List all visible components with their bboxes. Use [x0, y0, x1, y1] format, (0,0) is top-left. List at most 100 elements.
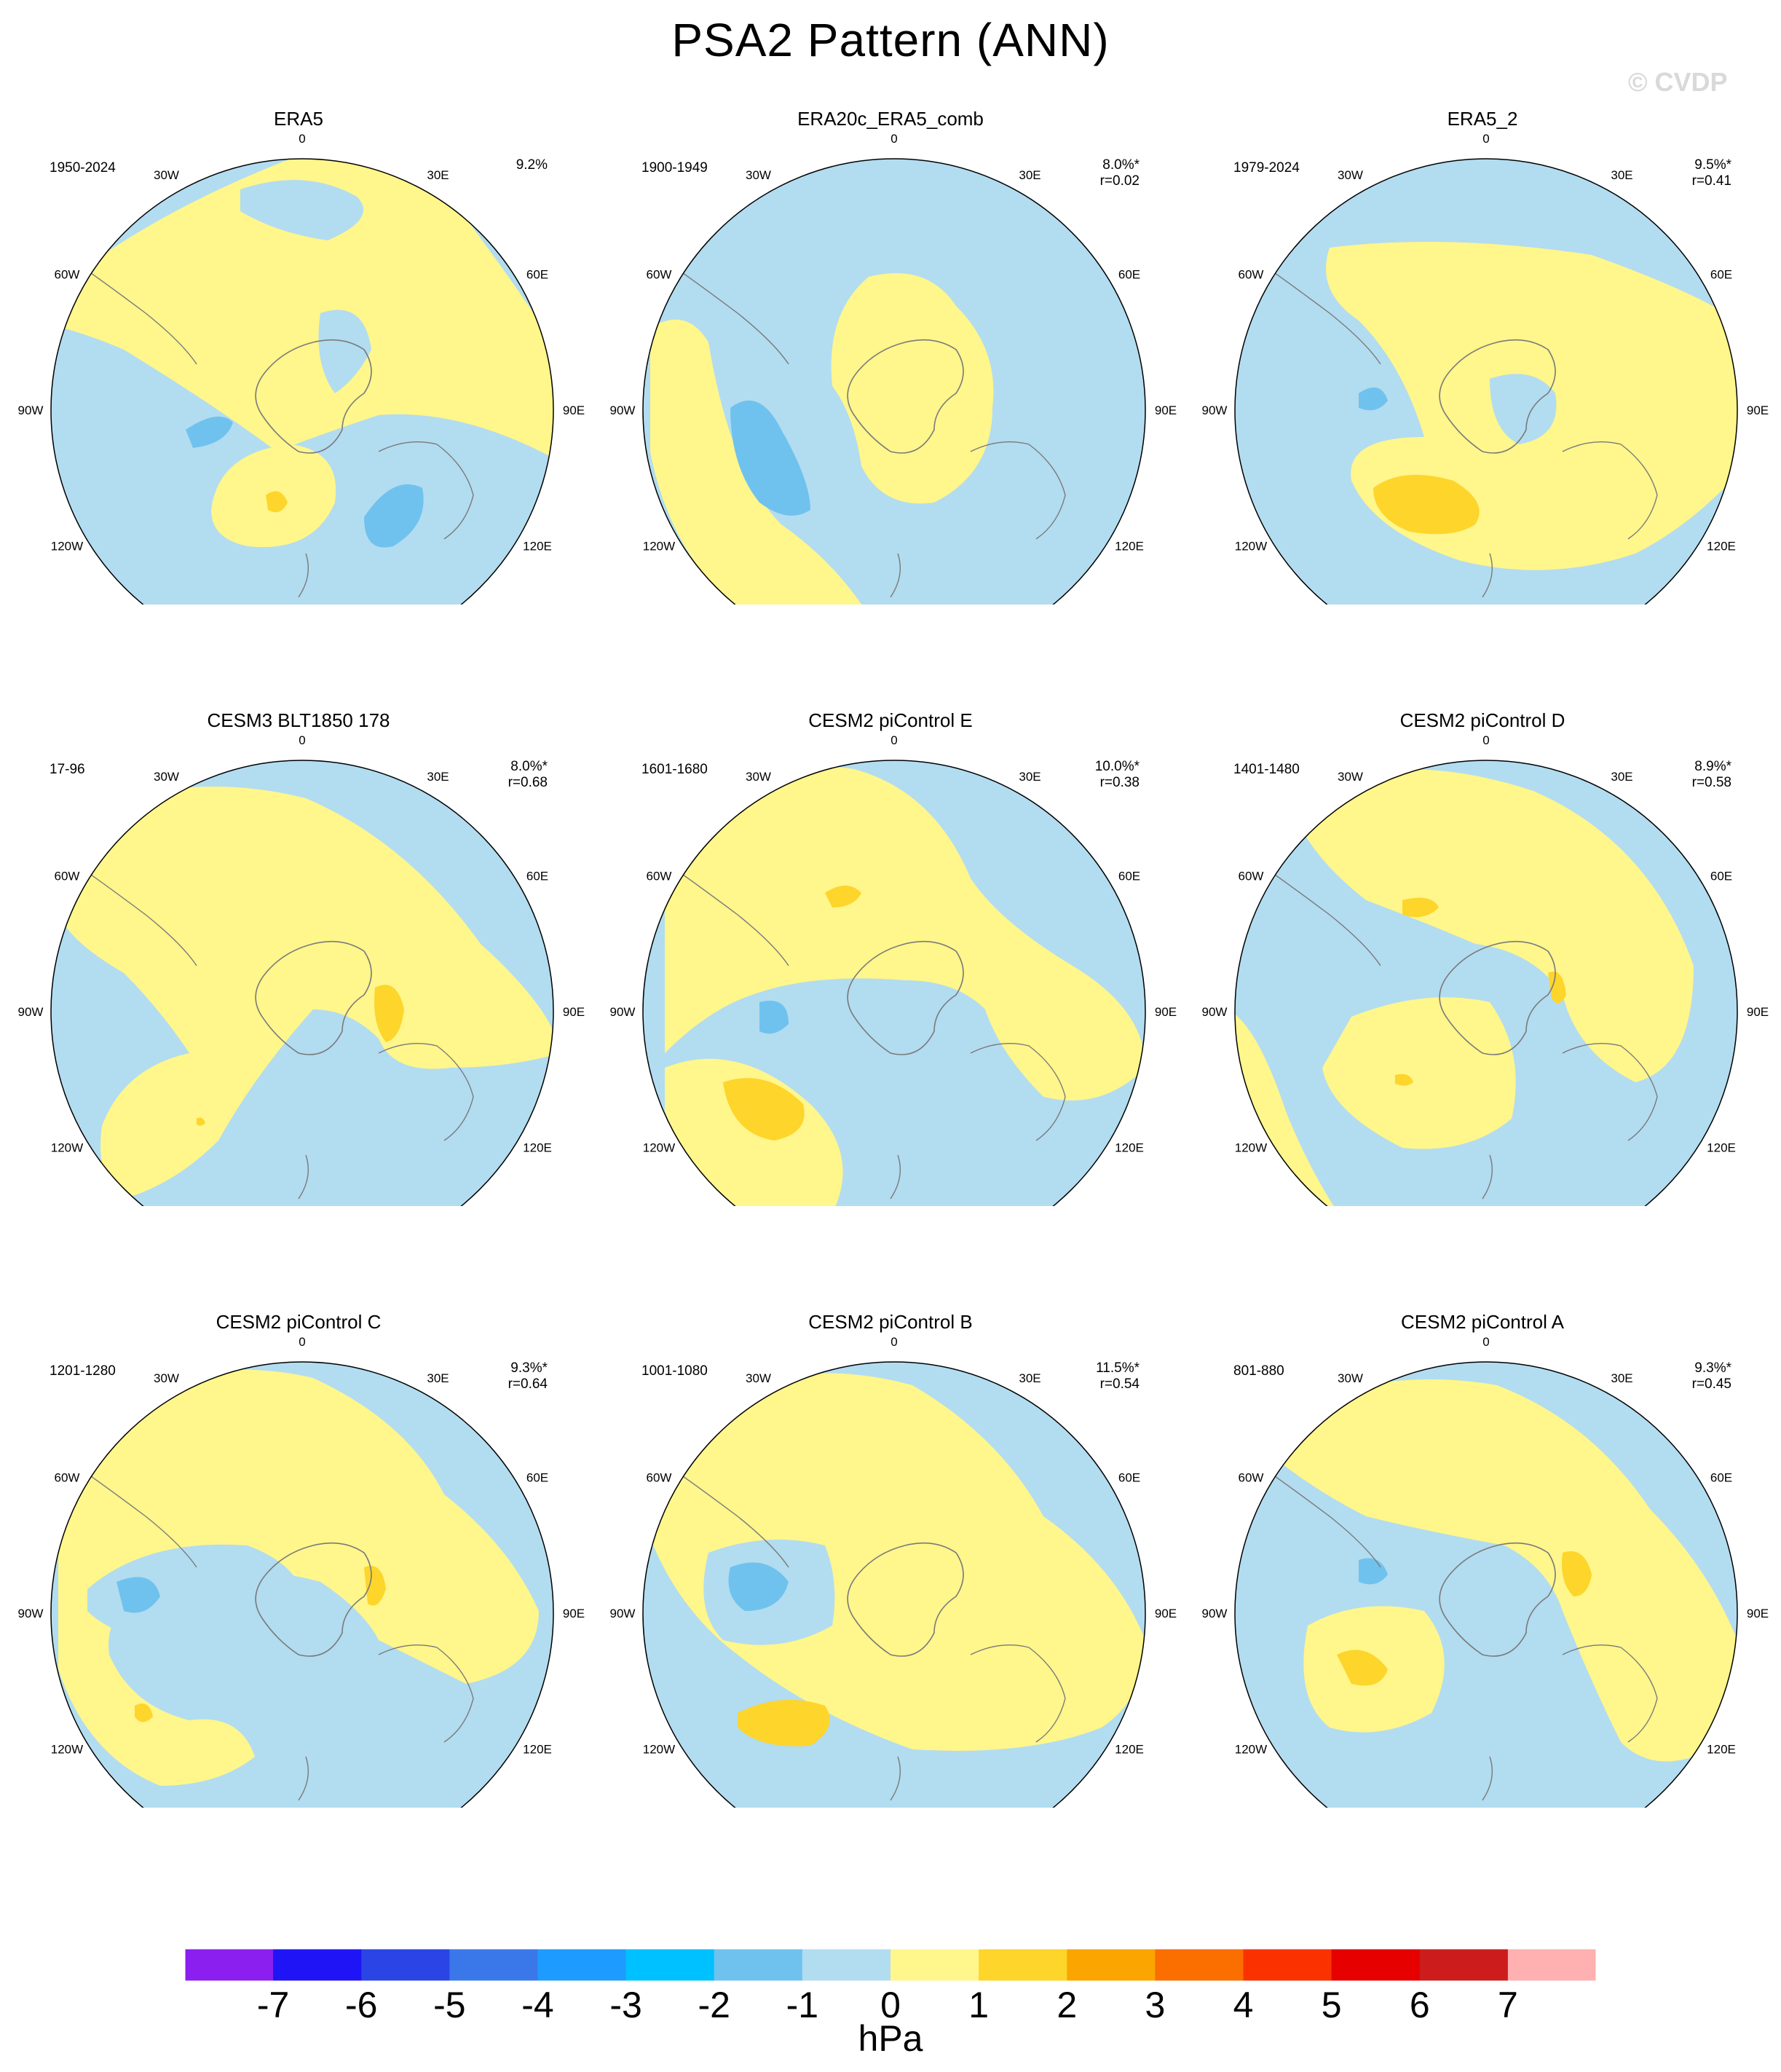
- contour-region: [759, 1001, 789, 1034]
- longitude-label: 60E: [1118, 268, 1140, 282]
- map-boundary: [642, 760, 1146, 1206]
- longitude-label: 60E: [526, 1471, 548, 1485]
- longitude-label: 0: [1482, 1335, 1489, 1349]
- contour-region: [1235, 1009, 1359, 1206]
- longitude-label: 120E: [1115, 540, 1144, 554]
- contour-region: [1286, 769, 1694, 1082]
- polar-map: 030E60E90E120E150E180150W120W90W60W30W: [18, 733, 585, 1206]
- longitude-label: 60E: [1118, 1471, 1140, 1485]
- polar-map: 030E60E90E120E150E180150W120W90W60W30W: [610, 733, 1177, 1206]
- percent-variance: 9.5%*: [1694, 157, 1731, 173]
- colorbar-frame: [184, 1948, 1597, 1982]
- contour-region: [1548, 972, 1566, 1004]
- longitude-label: 30E: [1019, 1371, 1040, 1385]
- panel-stats: 9.2%: [516, 157, 548, 173]
- panel-stats: 11.5%* r=0.54: [1096, 1360, 1140, 1393]
- longitude-label: 120E: [1707, 1141, 1736, 1155]
- colorbar-swatch: [1419, 1949, 1509, 1981]
- map-boundary: [50, 158, 554, 604]
- pattern-correlation: r=0.45: [1691, 1376, 1731, 1392]
- colorbar-swatch: [625, 1949, 715, 1981]
- longitude-label: 30E: [1611, 1371, 1632, 1385]
- pattern-correlation: r=0.68: [508, 775, 548, 790]
- longitude-label: 60W: [1238, 1471, 1263, 1485]
- contour-region: [364, 484, 424, 548]
- longitude-label: 120W: [1235, 1743, 1267, 1757]
- map-panel: ERA5_2 1979-2024 9.5%* r=0.41 0 30E 60E 90E 120E…: [1184, 0, 1781, 604]
- panel-title: ERA20c_ERA5_comb: [797, 108, 984, 130]
- longitude-label: 90W: [18, 403, 44, 417]
- longitude-label: 120E: [1115, 1743, 1144, 1757]
- longitude-label: 0: [299, 1335, 305, 1349]
- map-boundary: [642, 1361, 1146, 1808]
- longitude-label: 120W: [1235, 1141, 1267, 1155]
- panel-period: 1900-1949: [641, 160, 708, 176]
- longitude-label: 0: [299, 132, 305, 146]
- longitude-label: 60W: [54, 1471, 79, 1485]
- longitude-label: 30W: [746, 770, 771, 784]
- longitude-label: 30W: [154, 168, 179, 182]
- longitude-label: 0: [890, 733, 897, 747]
- percent-variance: 9.3%*: [1694, 1360, 1731, 1376]
- coastline: [1439, 940, 1556, 1055]
- contour-region: [318, 310, 371, 393]
- longitude-label: 60E: [1710, 1471, 1732, 1485]
- longitude-label: 120W: [1235, 540, 1267, 554]
- panel-title: ERA5_2: [1447, 108, 1518, 130]
- panel-stats: 8.0%* r=0.68: [508, 759, 548, 791]
- colorbar-swatch: [1067, 1949, 1156, 1981]
- polar-map: 030E60E90E120E150E180150W120W90W60W30W: [610, 132, 1177, 604]
- map-panel: ERA51950-20249.2%030E60E90E120E150E18015…: [0, 0, 597, 604]
- longitude-label: 90W: [1202, 1607, 1228, 1620]
- longitude-label: 60E: [1710, 870, 1732, 883]
- longitude-label: 30W: [746, 168, 771, 182]
- panel-title: CESM3 BLT1850 178: [207, 709, 390, 731]
- contour-region: [266, 491, 288, 513]
- colorbar-units: hPa: [858, 2018, 923, 2059]
- contour-region: [117, 1577, 160, 1613]
- coastline: [847, 339, 964, 454]
- longitude-label: 60E: [526, 870, 548, 883]
- pattern-correlation: r=0.38: [1099, 775, 1140, 790]
- coastline: [847, 940, 964, 1055]
- contour-region: [51, 159, 553, 466]
- longitude-label: 90W: [610, 403, 636, 417]
- longitude-label: 60W: [54, 870, 79, 883]
- contour-region: [825, 886, 861, 907]
- contour-region: [186, 417, 233, 448]
- longitude-label: 60E: [1710, 268, 1732, 282]
- longitude-label: 90E: [563, 1005, 585, 1019]
- coastline: [1439, 339, 1556, 454]
- longitude-label: 120W: [51, 1141, 83, 1155]
- contour-region: [1373, 475, 1480, 535]
- longitude-label: 90E: [563, 403, 585, 417]
- map-panel: CESM2 piControl C 1201-1280 9.3%* r=0.64 0 30…: [0, 1203, 597, 1808]
- contour-region: [135, 1703, 153, 1722]
- polar-map: 030E60E90E120E150E180150W120W90W60W30W: [18, 1335, 585, 1808]
- longitude-label: 30W: [1338, 168, 1363, 182]
- colorbar-swatch: [802, 1949, 891, 1981]
- contour-region: [1322, 997, 1516, 1149]
- longitude-label: 0: [1482, 132, 1489, 146]
- pattern-correlation: r=0.54: [1099, 1376, 1140, 1392]
- map-panel: CESM2 piControl E 1601-1680 10.0%* r=0.38 0 3…: [592, 602, 1189, 1206]
- contour-region: [374, 985, 404, 1042]
- colorbar-swatch: [1507, 1949, 1597, 1981]
- contour-region: [1359, 387, 1388, 411]
- longitude-label: 90W: [18, 1607, 44, 1620]
- longitude-label: 30W: [1338, 1371, 1363, 1385]
- longitude-label: 30E: [1611, 770, 1632, 784]
- contour-region: [57, 787, 553, 1199]
- cvdp-watermark: © CVDP: [1628, 67, 1728, 97]
- longitude-label: 90E: [563, 1607, 585, 1620]
- panel-title: CESM2 piControl E: [808, 709, 973, 731]
- longitude-label: 30E: [427, 770, 449, 784]
- panel-period: 1201-1280: [50, 1363, 116, 1379]
- longitude-label: 0: [1482, 733, 1489, 747]
- longitude-label: 90W: [1202, 1005, 1228, 1019]
- longitude-label: 90W: [1202, 403, 1228, 417]
- longitude-label: 0: [890, 1335, 897, 1349]
- colorbar-swatch: [185, 1949, 274, 1981]
- pattern-correlation: r=0.02: [1099, 173, 1140, 189]
- longitude-label: 120E: [1707, 1743, 1736, 1757]
